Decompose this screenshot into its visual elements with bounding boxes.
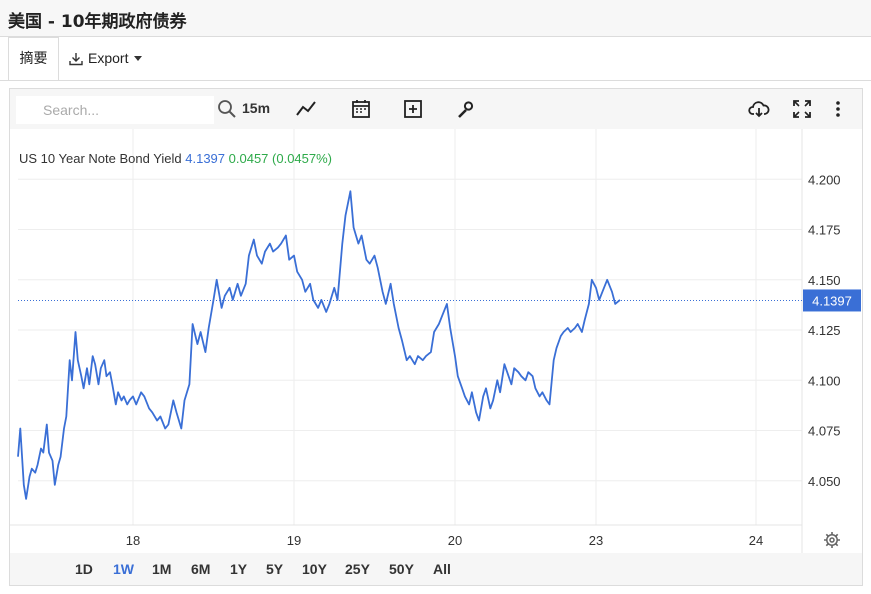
range-button-6m[interactable]: 6M xyxy=(191,561,211,577)
last-value-label: 4.1397 xyxy=(812,293,852,308)
yield-line-chart[interactable]: 4.200 4.175 4.150 4.125 4.100 4.075 4.050 18 19 2… xyxy=(10,129,862,553)
x-tick-label: 24 xyxy=(749,533,763,548)
legend-series-name: US 10 Year Note Bond Yield xyxy=(19,151,182,166)
range-button-50y[interactable]: 50Y xyxy=(389,561,414,577)
range-button-5y[interactable]: 5Y xyxy=(266,561,284,577)
x-tick-label: 19 xyxy=(287,533,301,548)
download-icon xyxy=(69,52,83,65)
legend-change: 0.0457 xyxy=(228,151,269,166)
calendar-icon[interactable] xyxy=(350,98,372,120)
tab-summary[interactable]: 摘要 xyxy=(8,37,59,80)
chart-toolbar: 15m xyxy=(10,89,862,129)
chart-widget: 15m 4.200 4.175 4.150 xyxy=(9,88,863,586)
cloud-download-icon[interactable] xyxy=(748,98,770,120)
title-bar: 美国 - 10年期政府债券 xyxy=(0,0,871,37)
x-tick-label: 23 xyxy=(589,533,603,548)
y-tick-label: 4.200 xyxy=(808,172,841,187)
search-icon[interactable] xyxy=(216,98,238,120)
legend-change-pct: (0.0457%) xyxy=(272,151,333,166)
y-tick-label: 4.175 xyxy=(808,223,841,238)
y-tick-label: 4.075 xyxy=(808,424,841,439)
series-line xyxy=(17,190,621,500)
line-chart-icon[interactable] xyxy=(295,98,317,120)
y-tick-label: 4.125 xyxy=(808,323,841,338)
more-vert-icon[interactable] xyxy=(827,98,849,120)
y-tick-label: 4.150 xyxy=(808,273,841,288)
page-title: 美国 - 10年期政府债券 xyxy=(8,12,187,32)
range-selector: 1D 1W 1M 6M 1Y 5Y 10Y 25Y 50Y All xyxy=(10,553,862,585)
gear-icon[interactable] xyxy=(823,531,841,549)
legend-value: 4.1397 xyxy=(185,151,226,166)
tab-bar: 摘要 Export xyxy=(0,37,871,81)
y-tick-label: 4.050 xyxy=(808,474,841,489)
range-button-25y[interactable]: 25Y xyxy=(345,561,370,577)
x-tick-label: 20 xyxy=(448,533,462,548)
export-label: Export xyxy=(88,50,129,66)
chart-legend: US 10 Year Note Bond Yield 4.1397 0.0457… xyxy=(19,151,332,166)
range-button-1m[interactable]: 1M xyxy=(152,561,172,577)
range-button-1w[interactable]: 1W xyxy=(113,561,134,577)
interval-selector[interactable]: 15m xyxy=(242,100,271,116)
range-button-1y[interactable]: 1Y xyxy=(230,561,248,577)
y-tick-label: 4.100 xyxy=(808,373,841,388)
symbol-search-input[interactable] xyxy=(16,96,214,124)
fullscreen-icon[interactable] xyxy=(791,98,813,120)
range-button-all[interactable]: All xyxy=(433,561,451,577)
x-tick-label: 18 xyxy=(126,533,140,548)
range-button-10y[interactable]: 10Y xyxy=(302,561,327,577)
range-button-1d[interactable]: 1D xyxy=(75,561,93,577)
add-indicator-icon[interactable] xyxy=(402,98,424,120)
export-menu[interactable]: Export xyxy=(68,37,143,80)
last-value-badge xyxy=(803,289,861,312)
wrench-icon[interactable] xyxy=(454,98,476,120)
caret-down-icon xyxy=(134,56,143,61)
